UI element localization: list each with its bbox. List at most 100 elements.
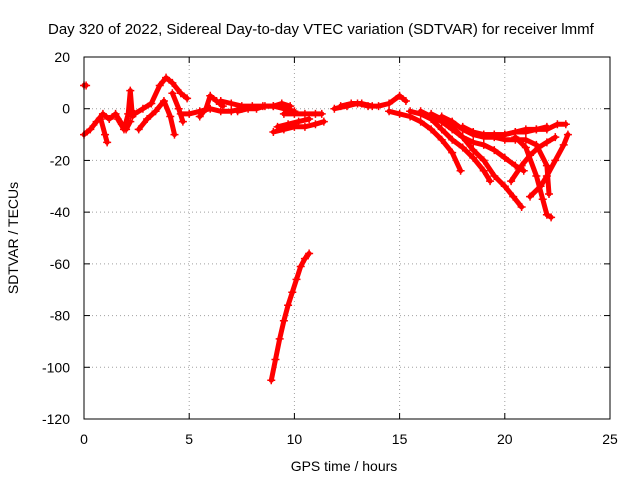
data-point <box>517 202 526 211</box>
data-point <box>252 104 261 113</box>
data-point <box>551 156 560 165</box>
data-point <box>162 73 171 82</box>
data-point <box>168 78 177 87</box>
series-arc-17 <box>336 99 377 111</box>
data-point <box>336 102 345 111</box>
y-axis-label: SDTVAR / TECUs <box>5 182 21 294</box>
data-point <box>517 161 526 170</box>
series-arc-14 <box>279 109 326 118</box>
series-arc-2 <box>80 81 91 90</box>
series-line <box>508 134 558 184</box>
data-point <box>448 148 457 157</box>
data-point <box>82 81 91 90</box>
data-point <box>416 117 425 126</box>
data-point <box>385 99 394 108</box>
data-point <box>176 109 185 118</box>
x-tick-label: 0 <box>80 431 88 447</box>
data-point <box>269 102 278 111</box>
data-point <box>448 135 457 144</box>
data-point <box>526 192 535 201</box>
data-point <box>98 109 107 118</box>
data-point <box>347 99 356 108</box>
data-point <box>216 107 225 116</box>
data-point <box>469 146 478 155</box>
data-point <box>86 125 95 134</box>
data-point <box>500 182 509 191</box>
chart-title: Day 320 of 2022, Sidereal Day-to-day VTE… <box>48 21 595 38</box>
data-point <box>511 133 520 142</box>
data-point <box>500 130 509 139</box>
data-point <box>559 140 568 149</box>
data-point <box>216 96 225 105</box>
data-point <box>509 192 518 201</box>
data-point <box>113 115 122 124</box>
data-point <box>195 112 204 121</box>
data-point <box>458 133 467 142</box>
data-point <box>544 190 553 199</box>
data-point <box>178 117 187 126</box>
data-point <box>385 107 394 116</box>
data-point <box>521 125 530 134</box>
data-point <box>317 109 326 118</box>
data-point <box>134 125 143 134</box>
x-tick-label: 20 <box>497 431 513 447</box>
data-point <box>437 112 446 121</box>
data-point <box>500 153 509 162</box>
data-point <box>168 89 177 98</box>
data-point <box>532 125 541 134</box>
data-point <box>490 171 499 180</box>
data-point <box>437 125 446 134</box>
data-point <box>406 107 415 116</box>
series-arc-12 <box>269 117 328 136</box>
series-line <box>338 101 375 109</box>
series-line <box>132 75 190 117</box>
data-point <box>130 109 139 118</box>
grid-layer <box>84 57 610 419</box>
y-tick-label: -100 <box>42 359 70 375</box>
x-tick-label: 25 <box>602 431 618 447</box>
data-point <box>206 91 215 100</box>
data-point <box>416 107 425 116</box>
data-point <box>273 122 282 131</box>
data-point <box>292 275 301 284</box>
data-point <box>330 104 339 113</box>
data-point <box>271 355 280 364</box>
data-point <box>521 143 530 152</box>
data-point <box>174 104 183 113</box>
data-point <box>105 115 114 124</box>
data-point <box>458 143 467 152</box>
data-layer <box>80 73 572 385</box>
x-tick-label: 10 <box>287 431 303 447</box>
data-point <box>521 135 530 144</box>
y-tick-label: 0 <box>62 101 70 117</box>
data-point <box>286 102 295 111</box>
data-point <box>103 138 112 147</box>
data-point <box>542 161 551 170</box>
y-tick-label: -60 <box>50 256 70 272</box>
data-point <box>395 91 404 100</box>
data-point <box>202 104 211 113</box>
series-line <box>428 111 525 210</box>
data-point <box>395 109 404 118</box>
y-tick-label: -20 <box>50 152 70 168</box>
data-point <box>401 96 410 105</box>
data-point <box>143 115 152 124</box>
series-arc-5 <box>130 73 192 118</box>
data-point <box>275 334 284 343</box>
data-point <box>244 104 253 113</box>
series-arc-13 <box>273 115 314 131</box>
series-arc-6 <box>134 96 179 139</box>
data-point <box>159 96 168 105</box>
tick-layer: 0 5 10 15 20 25 -120 -100 -80 -60 -40 -20 0 20 <box>42 49 618 447</box>
series-arc-3 <box>96 115 112 147</box>
series-arc-15 <box>267 249 314 385</box>
data-point <box>126 86 135 95</box>
data-point <box>111 109 120 118</box>
y-tick-label: -80 <box>50 308 70 324</box>
series-arc-11 <box>233 99 295 116</box>
data-point <box>119 125 128 134</box>
data-point <box>456 166 465 175</box>
data-point <box>357 99 366 108</box>
data-point <box>305 249 314 258</box>
